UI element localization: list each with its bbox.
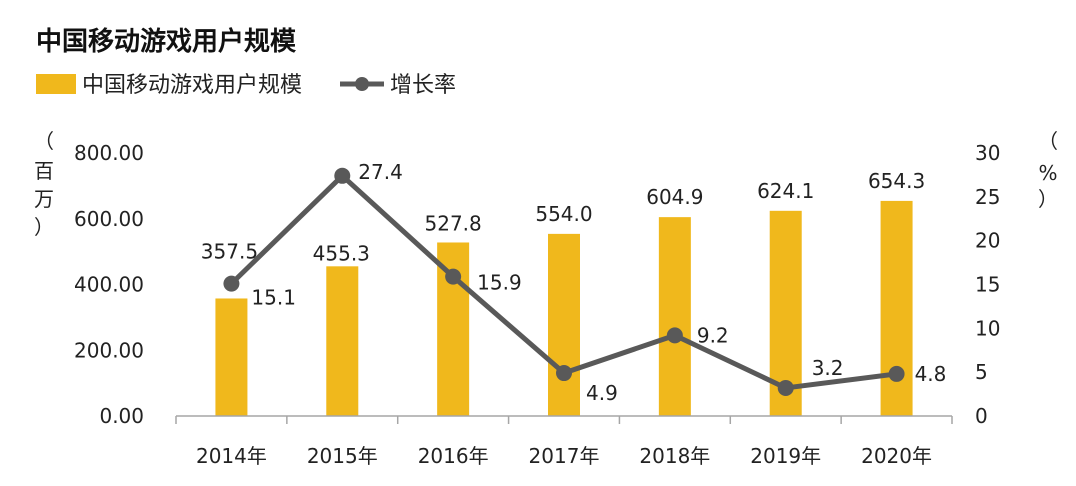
- left-axis-unit-char: ）: [34, 215, 54, 239]
- line-data-label: 4.9: [586, 381, 618, 405]
- right-axis-tick-label: 0: [975, 404, 988, 428]
- bar: [548, 233, 580, 416]
- right-axis-tick-label: 20: [975, 229, 1000, 253]
- line-data-label: 15.1: [251, 286, 296, 310]
- legend-label-bar: 中国移动游戏用户规模: [82, 73, 302, 98]
- right-axis-unit-char: %: [1038, 161, 1057, 185]
- x-axis-label: 2015年: [307, 444, 378, 468]
- line-marker: [334, 167, 351, 184]
- line-marker: [556, 365, 572, 382]
- line-data-label: 3.2: [812, 356, 844, 380]
- x-axis-label: 2016年: [418, 444, 489, 468]
- bar-data-label: 357.5: [201, 239, 258, 263]
- left-axis-tick-label: 200.00: [74, 338, 144, 362]
- bar-data-label: 604.9: [646, 185, 703, 209]
- legend: 中国移动游戏用户规模 增长率: [36, 73, 456, 98]
- left-axis-tick-label: 600.00: [74, 207, 144, 231]
- line-marker: [888, 365, 905, 382]
- bar: [215, 298, 248, 416]
- bar: [658, 217, 691, 416]
- right-axis-tick-label: 25: [975, 185, 1000, 209]
- line-data-label: 9.2: [697, 323, 729, 347]
- line-data-labels: 15.1 27.4 15.9 4.9 9.2 3.2 4.8: [251, 160, 946, 405]
- x-axis-labels: 2014年 2015年 2016年 2017年 2018年 2019年 2020年: [196, 444, 932, 468]
- left-axis-ticks: 0.00 200.00 400.00 600.00 800.00: [74, 141, 144, 428]
- right-axis-tick-label: 30: [975, 141, 1000, 165]
- right-axis-unit-char: ）: [1038, 187, 1058, 211]
- left-axis-unit: （ 百万 ）: [34, 129, 54, 239]
- bar-data-label: 554.0: [535, 202, 592, 226]
- line-marker: [223, 275, 240, 292]
- left-axis-unit-char: （: [34, 129, 54, 153]
- right-axis-tick-label: 5: [975, 360, 988, 384]
- bar-data-labels: 357.5 455.3 527.8 554.0 604.9 624.1 654.3: [201, 169, 925, 265]
- bar: [880, 200, 913, 416]
- line-data-label: 4.8: [915, 362, 947, 386]
- chart-title: 中国移动游戏用户规模: [36, 26, 297, 57]
- left-axis-unit-char: 万: [34, 187, 54, 211]
- bar: [326, 266, 359, 416]
- bar-data-label: 527.8: [425, 211, 482, 235]
- left-axis-tick-label: 800.00: [74, 141, 144, 165]
- line-marker: [445, 268, 462, 285]
- x-axis-label: 2019年: [750, 444, 821, 468]
- right-axis-unit-char: （: [1038, 129, 1058, 153]
- right-axis-unit: （%）: [1038, 129, 1058, 211]
- line-marker: [666, 327, 683, 344]
- x-axis-ticks: [175, 416, 953, 424]
- left-axis-unit-char: 百: [34, 159, 54, 183]
- right-axis-tick-label: 15: [975, 273, 1000, 297]
- bar-data-label: 654.3: [868, 169, 925, 193]
- x-axis-label: 2018年: [639, 444, 710, 468]
- line-data-label: 27.4: [358, 160, 403, 184]
- bar-data-label: 455.3: [313, 241, 370, 265]
- line-marker: [777, 379, 794, 396]
- x-axis-label: 2017年: [529, 444, 600, 468]
- right-axis-ticks: 0 5 10 15 20 25 30: [975, 141, 1000, 428]
- x-axis-label: 2020年: [861, 444, 932, 468]
- legend-label-line: 增长率: [390, 73, 456, 98]
- left-axis-tick-label: 0.00: [99, 404, 144, 428]
- legend-swatch-marker: [355, 77, 369, 91]
- line-data-label: 15.9: [477, 271, 522, 295]
- x-axis-label: 2014年: [196, 444, 267, 468]
- left-axis-tick-label: 400.00: [74, 273, 144, 297]
- right-axis-tick-label: 10: [975, 316, 1000, 340]
- line-series: [223, 167, 905, 396]
- bar-series: [215, 200, 913, 416]
- legend-swatch-bar: [36, 74, 76, 94]
- bar-data-label: 624.1: [757, 179, 814, 203]
